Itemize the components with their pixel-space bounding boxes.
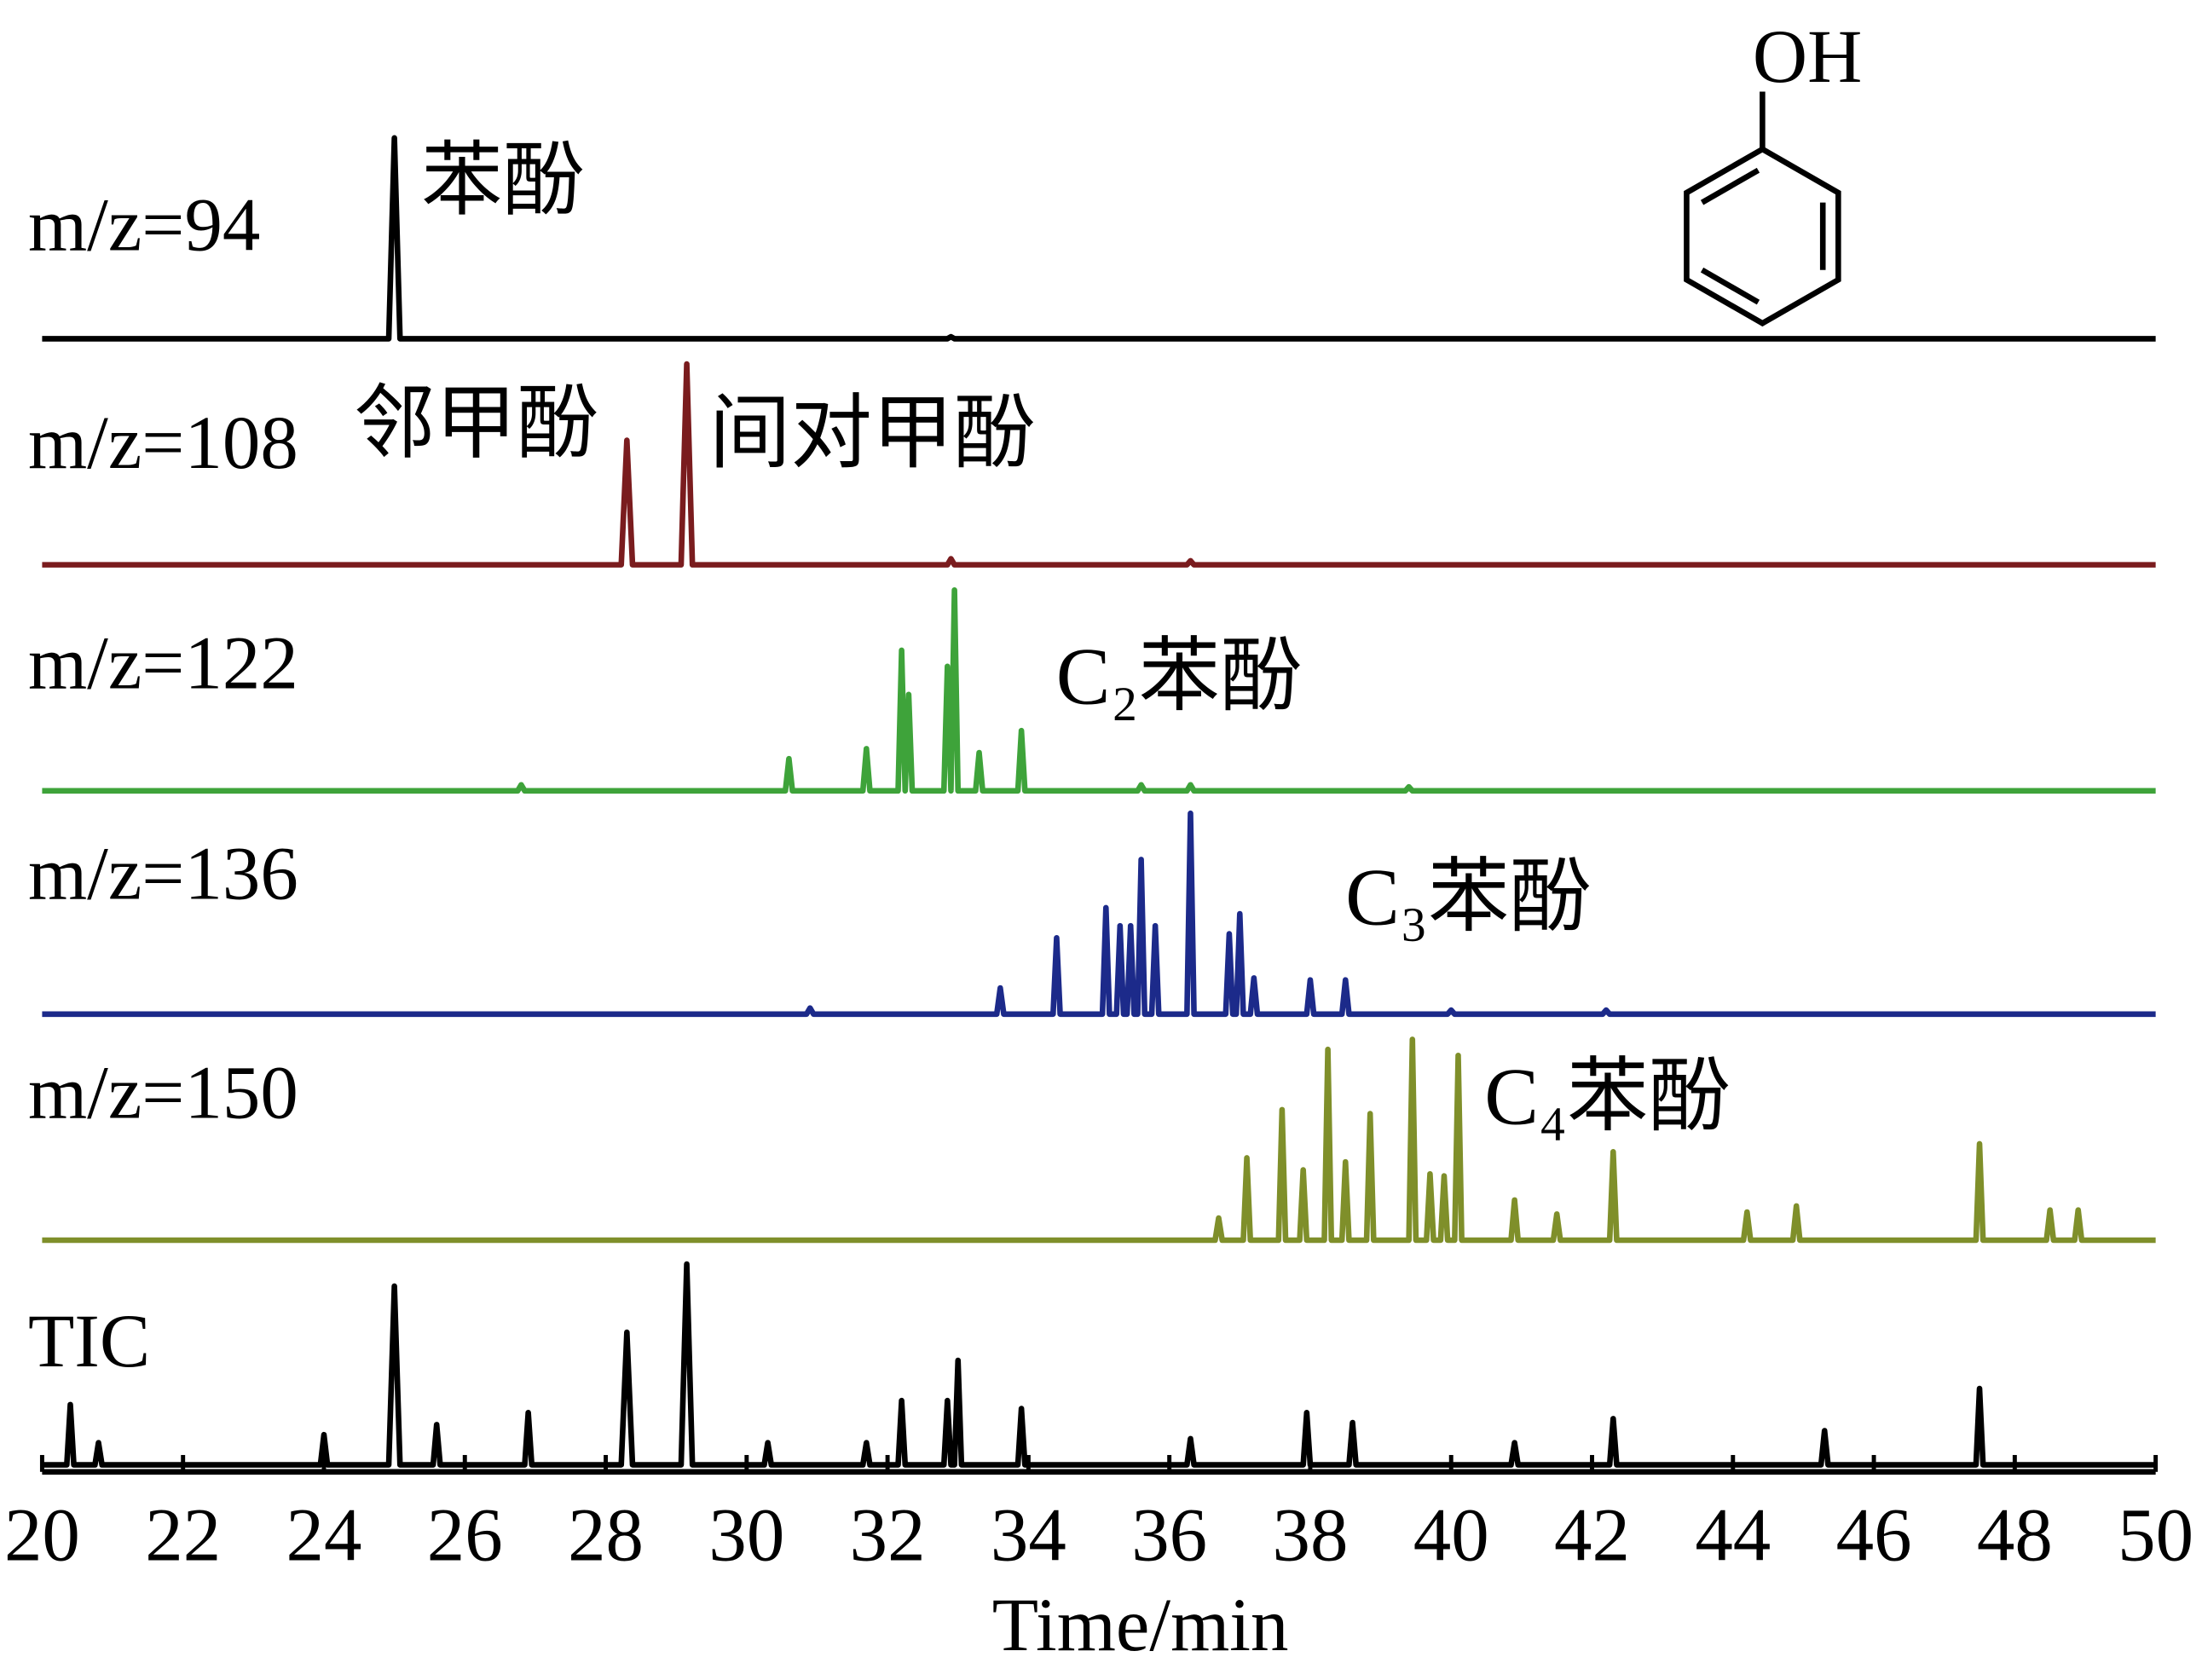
series-label: m/z=94: [28, 184, 260, 268]
series-line: [42, 1036, 2156, 1244]
series-label: m/z=150: [28, 1052, 298, 1135]
oh-label: OH: [1753, 15, 1862, 99]
x-tick-label: 28: [568, 1494, 644, 1578]
x-axis-label: Time/min: [992, 1584, 1289, 1667]
annotation: C₂苯酚: [1056, 632, 1302, 722]
annotation: 邻甲酚: [354, 378, 598, 469]
x-tick-label: 24: [286, 1494, 362, 1578]
annotation: 苯酚: [421, 136, 584, 226]
x-tick-label: 36: [1131, 1494, 1207, 1578]
x-tick-label: 30: [708, 1494, 784, 1578]
series-label: m/z=122: [28, 622, 298, 706]
x-tick-label: 34: [991, 1494, 1066, 1578]
x-tick-label: 44: [1695, 1494, 1771, 1578]
x-tick-label: 22: [145, 1494, 221, 1578]
x-tick-label: 32: [850, 1494, 926, 1578]
annotation: 间对甲酚: [709, 389, 1035, 479]
benzene-ring: [1684, 146, 1841, 327]
series-label: m/z=108: [28, 401, 298, 485]
double-bond: [1700, 267, 1760, 305]
annotation: C₃苯酚: [1345, 852, 1591, 942]
series-line: [42, 1261, 2156, 1468]
series-line: [42, 586, 2156, 794]
x-tick-label: 26: [427, 1494, 503, 1578]
series-line: [42, 135, 2156, 342]
phenol-structure: [1684, 91, 1841, 327]
x-tick-label: 40: [1413, 1494, 1489, 1578]
annotation: C₄苯酚: [1484, 1051, 1730, 1141]
series-label: TIC: [28, 1300, 150, 1383]
series-line: [42, 361, 2156, 568]
x-tick-label: 20: [4, 1494, 80, 1578]
series-label: m/z=136: [28, 833, 298, 916]
series-line: [42, 810, 2156, 1018]
x-tick-label: 42: [1554, 1494, 1630, 1578]
x-tick-label: 38: [1272, 1494, 1348, 1578]
x-tick-label: 48: [1977, 1494, 2053, 1578]
x-tick-label: 46: [1836, 1494, 1912, 1578]
x-tick-label: 50: [2118, 1494, 2193, 1578]
double-bond: [1700, 167, 1760, 205]
